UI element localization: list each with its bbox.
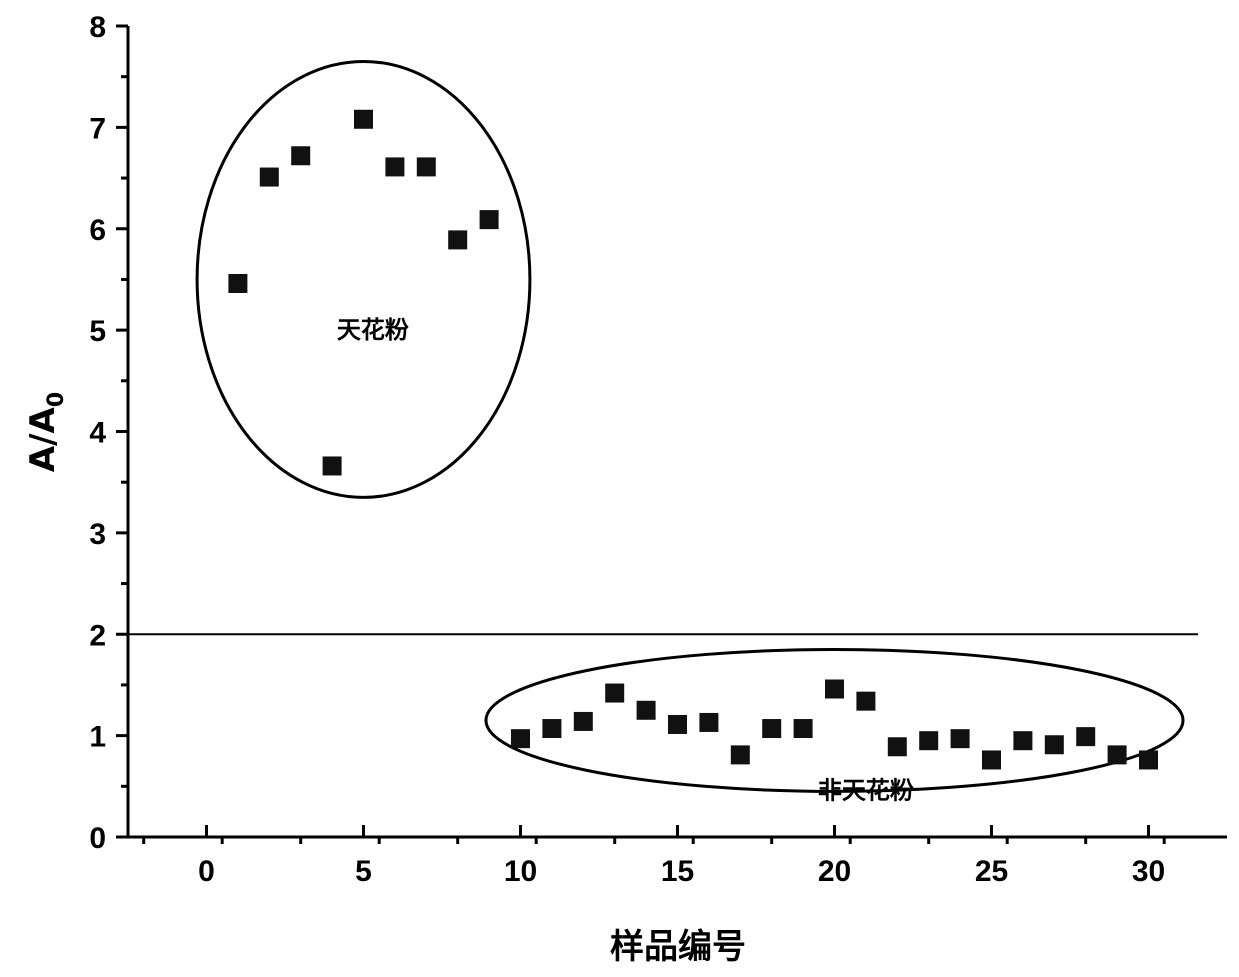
x-tick-label: 20 (818, 855, 851, 888)
x-tick-label: 30 (1132, 855, 1165, 888)
data-point (794, 719, 813, 738)
y-axis-title-subscript: 0 (44, 392, 69, 407)
data-point (699, 713, 718, 732)
data-point (542, 719, 561, 738)
data-point (417, 157, 436, 176)
y-axis-title: A/A0 (23, 392, 69, 472)
data-point (1045, 735, 1064, 754)
data-point (856, 692, 875, 711)
data-point (354, 110, 373, 129)
data-point (511, 729, 530, 748)
y-tick-label: 2 (89, 619, 106, 652)
y-tick-label: 6 (89, 214, 106, 247)
data-point (260, 168, 279, 187)
y-tick-label: 5 (89, 315, 106, 348)
data-point (1013, 731, 1032, 750)
y-axis-title-main: A/A (23, 406, 63, 472)
data-point (951, 729, 970, 748)
data-point (228, 274, 247, 293)
data-point (825, 679, 844, 698)
data-point (605, 684, 624, 703)
data-point (919, 731, 938, 750)
data-point (1076, 727, 1095, 746)
x-tick-label: 25 (975, 855, 1008, 888)
data-point (480, 210, 499, 229)
data-point (574, 712, 593, 731)
data-point (731, 745, 750, 764)
x-tick-label: 5 (355, 855, 372, 888)
data-point (1108, 745, 1127, 764)
y-tick-label: 8 (89, 11, 106, 44)
group-label: 非天花粉 (818, 776, 914, 804)
data-point (323, 456, 342, 475)
x-tick-label: 0 (198, 855, 215, 888)
data-point (448, 230, 467, 249)
y-tick-label: 7 (89, 112, 106, 145)
data-point (385, 157, 404, 176)
data-point (762, 719, 781, 738)
x-axis-title: 样品编号 (610, 927, 746, 967)
y-tick-label: 3 (89, 518, 106, 551)
data-point (1139, 750, 1158, 769)
data-point (888, 737, 907, 756)
data-point (637, 701, 656, 720)
x-tick-label: 15 (661, 855, 694, 888)
data-point (291, 146, 310, 165)
data-point (668, 715, 687, 734)
y-tick-label: 4 (89, 417, 106, 450)
group-label: 天花粉 (337, 316, 409, 344)
y-tick-label: 1 (89, 721, 106, 754)
y-tick-label: 0 (89, 822, 106, 855)
data-point (982, 750, 1001, 769)
x-tick-label: 10 (504, 855, 537, 888)
